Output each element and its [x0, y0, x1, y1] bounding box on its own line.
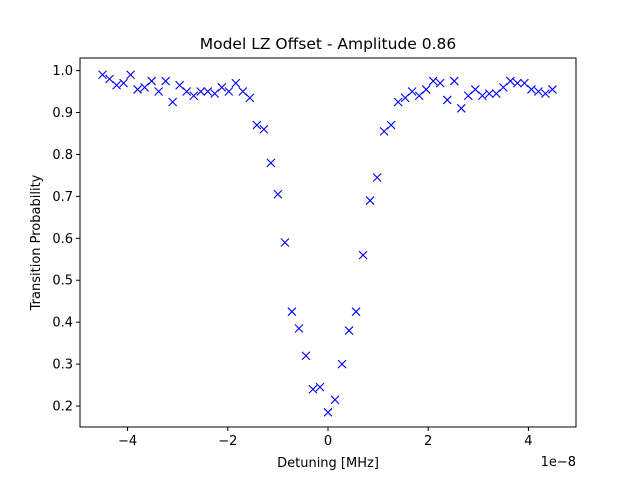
x-offset-label: 1e−8: [541, 455, 576, 470]
y-axis-label: Transition Probability: [29, 174, 44, 311]
data-point: [372, 173, 382, 182]
data-point: [308, 384, 318, 394]
x-tick-label: −4: [118, 434, 137, 449]
data-point: [435, 78, 445, 88]
data-point: [442, 95, 452, 105]
data-point: [98, 70, 107, 80]
data-point: [505, 76, 515, 86]
data-point: [428, 76, 438, 86]
data-point: [527, 85, 536, 94]
data-point: [280, 238, 290, 247]
data-point: [189, 91, 199, 101]
y-tick-label: 0.8: [52, 148, 73, 163]
data-point: [315, 382, 325, 392]
y-tick-label: 0.7: [52, 190, 73, 205]
y-tick-label: 1.0: [52, 64, 73, 79]
data-point: [351, 307, 361, 317]
data-point: [259, 124, 269, 134]
data-point: [203, 87, 213, 96]
x-tick-label: −2: [218, 434, 237, 449]
data-point: [196, 87, 206, 96]
data-point: [344, 326, 354, 335]
y-tick-label: 0.4: [52, 316, 73, 331]
y-tick-label: 0.6: [52, 232, 73, 247]
x-tick-label: 4: [524, 434, 532, 449]
plot-frame: [79, 57, 577, 428]
data-point: [358, 250, 368, 260]
x-tick-label: 0: [324, 434, 332, 449]
data-point: [252, 120, 262, 130]
data-point: [449, 76, 459, 86]
data-point: [112, 80, 121, 90]
data-point: [365, 196, 375, 205]
x-tick-label: 2: [424, 434, 432, 449]
x-axis-label: Detuning [MHz]: [277, 456, 379, 471]
data-point: [301, 351, 311, 361]
data-point: [534, 87, 543, 96]
data-point: [245, 93, 255, 103]
data-point: [330, 395, 340, 405]
data-point: [323, 407, 333, 417]
data-point: [393, 97, 403, 107]
data-point: [182, 87, 192, 96]
data-point: [224, 87, 234, 96]
y-tick-label: 0.9: [52, 106, 73, 121]
data-point: [126, 70, 135, 80]
data-point: [294, 324, 304, 333]
data-point: [266, 158, 276, 168]
data-point: [161, 76, 171, 86]
data-point: [273, 189, 283, 199]
data-point: [407, 87, 417, 96]
data-point: [119, 78, 128, 88]
data-point: [154, 87, 164, 96]
data-point: [512, 78, 522, 88]
data-point: [337, 359, 347, 369]
data-point: [217, 82, 227, 92]
data-point: [477, 91, 487, 101]
data-point: [456, 103, 466, 113]
data-point: [541, 89, 550, 99]
y-tick-label: 0.2: [52, 400, 73, 415]
data-point: [386, 120, 396, 130]
data-point: [287, 307, 297, 317]
y-tick-label: 0.3: [52, 358, 73, 373]
data-point: [147, 76, 157, 86]
data-point: [168, 97, 178, 107]
y-tick-label: 0.5: [52, 274, 73, 289]
plot-layer: −4 −2 0 2 4 0.2 0.3 0.4 0.5 0.6 0.7 0.8 0.9 1.0: [52, 64, 557, 449]
data-point: [231, 78, 241, 88]
data-point: [484, 89, 494, 99]
data-point: [421, 85, 431, 94]
chart-title: Model LZ Offset - Amplitude 0.86: [200, 35, 457, 53]
data-point: [548, 85, 557, 94]
data-point: [133, 85, 143, 94]
